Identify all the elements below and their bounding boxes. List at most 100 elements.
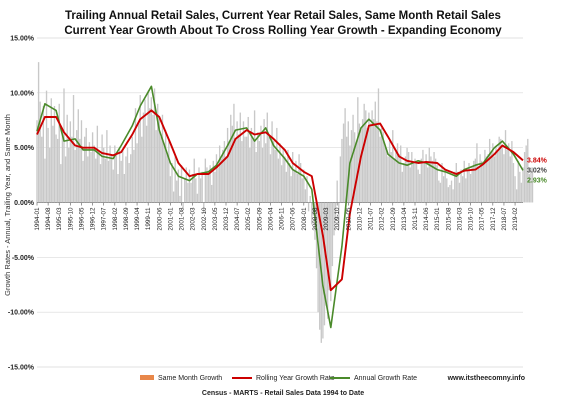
same-month-bar: [160, 136, 162, 203]
same-month-bar: [484, 149, 486, 203]
same-month-bar: [319, 202, 321, 330]
same-month-bar: [245, 136, 248, 203]
same-month-bar: [122, 149, 124, 203]
same-month-bar: [155, 130, 157, 203]
x-tick-label: 2016-03: [457, 207, 464, 231]
same-month-bar: [118, 147, 121, 203]
same-month-bar: [339, 156, 342, 203]
same-month-bar: [125, 156, 127, 203]
same-month-bar: [201, 171, 203, 203]
x-tick-label: 2012-09: [390, 207, 397, 231]
same-month-bar: [252, 138, 254, 203]
same-month-bar: [396, 143, 399, 203]
same-month-bar: [490, 152, 492, 203]
same-month-bar: [152, 114, 154, 203]
same-month-bar: [285, 171, 288, 203]
same-month-bar: [349, 145, 351, 203]
same-month-bar: [512, 163, 515, 203]
same-month-bar: [501, 145, 504, 203]
same-month-bar: [95, 158, 97, 203]
same-month-bar: [328, 202, 330, 291]
chart-subtitle: Current Year Growth About To Cross Rolli…: [64, 25, 502, 37]
same-month-bar: [130, 154, 132, 203]
same-month-bar: [368, 112, 370, 203]
same-month-bar: [309, 195, 311, 203]
x-tick-label: 2006-11: [279, 207, 286, 230]
same-month-bar: [166, 154, 168, 203]
same-month-bar: [215, 154, 218, 203]
same-month-bar: [157, 103, 159, 203]
same-month-bar: [218, 145, 221, 203]
same-month-bar: [380, 127, 383, 203]
end-label: 3.84%: [527, 157, 548, 164]
same-month-bar: [60, 164, 62, 203]
chart-title: Trailing Annual Retail Sales, Current Ye…: [65, 10, 501, 22]
same-month-bar: [131, 136, 133, 203]
same-month-bar: [136, 143, 138, 203]
same-month-bar: [530, 167, 532, 203]
same-month-bar: [439, 182, 442, 203]
same-month-bar: [390, 152, 392, 203]
same-month-bar: [234, 138, 237, 203]
same-month-bar: [176, 180, 178, 203]
same-month-bar: [74, 149, 76, 203]
same-month-bar: [168, 141, 170, 203]
same-month-bar: [450, 180, 453, 203]
x-tick-label: 2008-08: [312, 207, 319, 231]
same-month-bar: [374, 101, 376, 203]
same-month-bar: [341, 138, 343, 203]
same-month-bar: [422, 149, 424, 203]
same-month-bar: [446, 178, 448, 203]
same-month-bar: [293, 169, 295, 203]
same-month-bar: [144, 99, 146, 203]
same-month-bar: [188, 169, 191, 203]
same-month-bar: [419, 173, 421, 203]
same-month-bar: [299, 163, 302, 203]
same-month-bar: [114, 145, 116, 203]
same-month-bar: [96, 125, 99, 203]
same-month-bar: [433, 152, 435, 203]
same-month-bar: [496, 152, 499, 203]
same-month-bar: [511, 141, 513, 203]
same-month-bar: [90, 152, 92, 203]
same-month-bar: [517, 160, 519, 203]
x-tick-label: 1999-04: [134, 207, 141, 231]
same-month-bar: [230, 114, 232, 203]
same-month-bar: [487, 154, 489, 203]
same-month-bar: [147, 90, 149, 203]
same-month-bar: [488, 138, 491, 203]
same-month-bar: [71, 136, 73, 203]
same-month-bar: [177, 169, 180, 203]
same-month-bar: [133, 149, 135, 203]
same-month-bar: [44, 158, 46, 203]
same-month-bar: [371, 110, 373, 203]
same-month-bar: [247, 116, 249, 203]
same-month-bar: [117, 173, 119, 203]
legend: Same Month Growth Rolling Year Growth Ra…: [140, 375, 417, 382]
y-tick-label: 5.00%: [14, 145, 35, 152]
same-month-bar: [306, 176, 308, 203]
same-month-bar: [72, 95, 75, 203]
same-month-bar: [206, 167, 208, 203]
x-tick-label: 2012-02: [379, 207, 386, 231]
same-month-bar: [242, 121, 245, 203]
same-month-bar: [103, 147, 105, 203]
same-month-bar: [301, 178, 303, 203]
same-month-bar: [481, 160, 483, 203]
same-month-bar: [317, 202, 319, 313]
same-month-bar: [149, 108, 151, 203]
same-month-bar: [164, 130, 167, 203]
legend-label-annual: Annual Growth Rate: [354, 375, 417, 382]
x-tick-label: 2006-04: [268, 207, 275, 231]
same-month-bar: [64, 156, 67, 203]
x-tick-label: 2004-07: [234, 207, 241, 231]
same-month-bar: [282, 147, 284, 203]
same-month-bar: [145, 125, 148, 203]
same-month-bar: [233, 103, 235, 203]
same-month-bar: [268, 136, 270, 203]
same-month-bar: [153, 88, 156, 203]
x-tick-label: 2017-12: [490, 207, 497, 231]
same-month-bar: [199, 178, 202, 203]
x-tick-label: 1998-02: [112, 207, 119, 231]
same-month-bar: [468, 163, 470, 203]
